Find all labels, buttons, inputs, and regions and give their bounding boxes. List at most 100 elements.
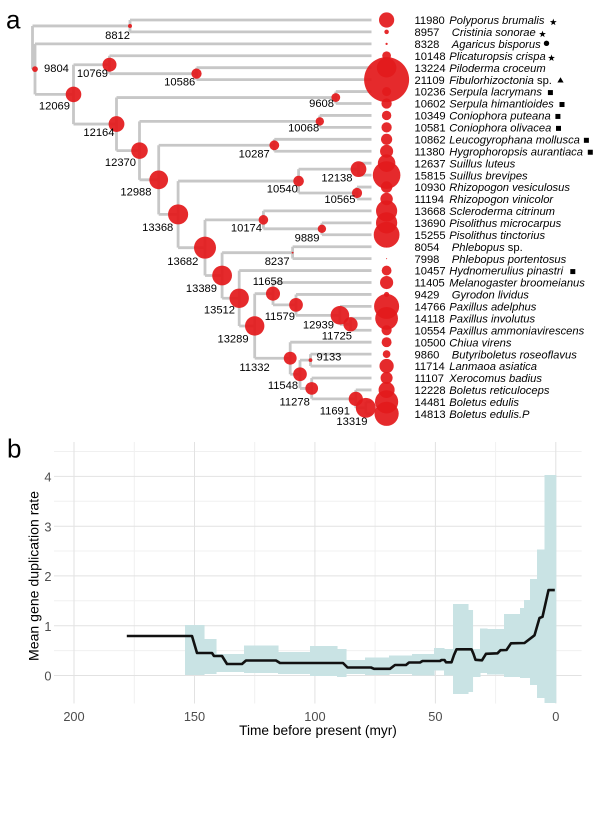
svg-text:8054: 8054 [415, 242, 440, 254]
svg-text:13224: 13224 [415, 63, 446, 75]
svg-text:13368: 13368 [142, 222, 173, 234]
svg-text:Coniophora puteana: Coniophora puteana [449, 111, 550, 123]
svg-text:Mean gene duplication rate: Mean gene duplication rate [25, 491, 41, 661]
svg-text:11405: 11405 [415, 278, 445, 290]
svg-text:13319: 13319 [336, 416, 367, 428]
svg-text:14813: 14813 [415, 409, 446, 421]
svg-text:10457: 10457 [415, 266, 446, 278]
svg-text:10500: 10500 [415, 337, 446, 349]
svg-text:12138: 12138 [321, 173, 352, 185]
svg-text:Melanogaster broomeianus: Melanogaster broomeianus [449, 278, 585, 290]
svg-text:200: 200 [63, 709, 84, 724]
svg-text:Butyriboletus roseoflavus: Butyriboletus roseoflavus [452, 349, 577, 361]
svg-text:15255: 15255 [415, 230, 446, 242]
svg-text:150: 150 [184, 709, 205, 724]
svg-text:10581: 10581 [415, 123, 446, 135]
svg-text:13289: 13289 [217, 333, 248, 345]
svg-text:10148: 10148 [415, 51, 446, 63]
svg-text:12069: 12069 [39, 101, 70, 113]
svg-text:Phlebopus sp.: Phlebopus sp. [452, 242, 523, 254]
svg-text:1: 1 [44, 619, 51, 634]
svg-text:11380: 11380 [415, 146, 445, 158]
svg-text:12370: 12370 [105, 157, 136, 169]
svg-text:4: 4 [44, 470, 51, 485]
svg-text:Boletus reticuloceps: Boletus reticuloceps [449, 385, 550, 397]
svg-text:Serpula lacrymans: Serpula lacrymans [449, 87, 542, 99]
svg-text:Suillus luteus: Suillus luteus [449, 158, 515, 170]
svg-text:Lanmaoa asiatica: Lanmaoa asiatica [449, 361, 537, 373]
svg-text:Agaricus bisporus: Agaricus bisporus [451, 39, 541, 51]
svg-text:8812: 8812 [105, 30, 130, 42]
svg-text:Coniophora olivacea: Coniophora olivacea [449, 123, 551, 135]
svg-text:Pisolithus tinctorius: Pisolithus tinctorius [449, 230, 545, 242]
svg-text:15815: 15815 [415, 170, 446, 182]
svg-text:Plicaturopsis crispa: Plicaturopsis crispa [449, 51, 545, 63]
svg-text:11278: 11278 [280, 396, 310, 408]
svg-text:12939: 12939 [303, 319, 334, 331]
svg-text:Serpula himantioides: Serpula himantioides [449, 99, 554, 111]
svg-text:12988: 12988 [120, 187, 151, 199]
svg-text:0: 0 [44, 669, 51, 684]
svg-text:9429: 9429 [415, 290, 440, 302]
svg-text:9608: 9608 [309, 98, 334, 110]
svg-text:11714: 11714 [415, 361, 445, 373]
svg-text:8328: 8328 [415, 39, 440, 51]
svg-text:11579: 11579 [265, 311, 295, 323]
svg-text:Suillus brevipes: Suillus brevipes [449, 170, 528, 182]
svg-text:Cristinia sonorae: Cristinia sonorae [452, 27, 536, 39]
svg-text:13512: 13512 [204, 305, 235, 317]
svg-text:13668: 13668 [415, 206, 446, 218]
svg-text:10174: 10174 [231, 223, 262, 235]
svg-text:Paxillus adelphus: Paxillus adelphus [449, 302, 536, 314]
svg-text:8237: 8237 [265, 256, 290, 268]
svg-text:Rhizopogon vinicolor: Rhizopogon vinicolor [449, 194, 554, 206]
svg-text:Boletus edulis: Boletus edulis [449, 397, 519, 409]
svg-text:50: 50 [428, 709, 442, 724]
svg-text:10287: 10287 [239, 148, 270, 160]
svg-text:Fibulorhizoctonia sp.: Fibulorhizoctonia sp. [449, 75, 552, 87]
svg-text:8957: 8957 [415, 27, 440, 39]
svg-text:11980: 11980 [415, 15, 445, 27]
svg-text:11725: 11725 [322, 330, 352, 342]
svg-text:a: a [6, 5, 21, 35]
svg-text:11658: 11658 [253, 276, 283, 288]
svg-text:0: 0 [552, 709, 559, 724]
svg-text:14766: 14766 [415, 302, 446, 314]
svg-text:10862: 10862 [415, 134, 446, 146]
svg-text:10586: 10586 [164, 76, 195, 88]
svg-text:Boletus edulis.P: Boletus edulis.P [449, 409, 530, 421]
svg-text:10236: 10236 [415, 87, 446, 99]
svg-text:Gyrodon lividus: Gyrodon lividus [452, 290, 530, 302]
svg-text:9860: 9860 [415, 349, 440, 361]
svg-text:Phlebopus portentosus: Phlebopus portentosus [452, 254, 567, 266]
svg-text:Pisolithus microcarpus: Pisolithus microcarpus [449, 218, 561, 230]
svg-text:Hygrophoropsis aurantiaca: Hygrophoropsis aurantiaca [449, 146, 583, 158]
svg-text:21109: 21109 [415, 75, 445, 87]
svg-text:10068: 10068 [288, 122, 319, 134]
svg-text:9889: 9889 [295, 233, 320, 245]
svg-text:10565: 10565 [324, 194, 355, 206]
svg-text:9133: 9133 [317, 351, 342, 363]
svg-text:11691: 11691 [320, 406, 350, 418]
svg-text:Rhizopogon vesiculosus: Rhizopogon vesiculosus [449, 182, 570, 194]
svg-text:Hydnomerulius pinastri: Hydnomerulius pinastri [449, 266, 563, 278]
svg-text:10349: 10349 [415, 111, 446, 123]
svg-text:11107: 11107 [415, 373, 444, 385]
svg-text:10602: 10602 [415, 99, 446, 111]
svg-text:11332: 11332 [239, 362, 269, 374]
svg-text:Chiua virens: Chiua virens [449, 337, 512, 349]
svg-text:b: b [7, 434, 21, 464]
svg-text:10540: 10540 [267, 184, 298, 196]
svg-text:2: 2 [44, 569, 51, 584]
svg-text:12637: 12637 [415, 158, 446, 170]
svg-text:3: 3 [44, 519, 51, 534]
svg-text:Scleroderma citrinum: Scleroderma citrinum [449, 206, 555, 218]
svg-text:11194: 11194 [415, 194, 444, 206]
svg-text:11548: 11548 [268, 380, 298, 392]
svg-text:14118: 14118 [415, 313, 445, 325]
svg-text:Xerocomus badius: Xerocomus badius [448, 373, 542, 385]
svg-text:Leucogyrophana mollusca: Leucogyrophana mollusca [449, 134, 580, 146]
svg-text:Polyporus brumalis: Polyporus brumalis [449, 15, 545, 27]
svg-text:12164: 12164 [83, 127, 114, 139]
svg-text:10930: 10930 [415, 182, 446, 194]
